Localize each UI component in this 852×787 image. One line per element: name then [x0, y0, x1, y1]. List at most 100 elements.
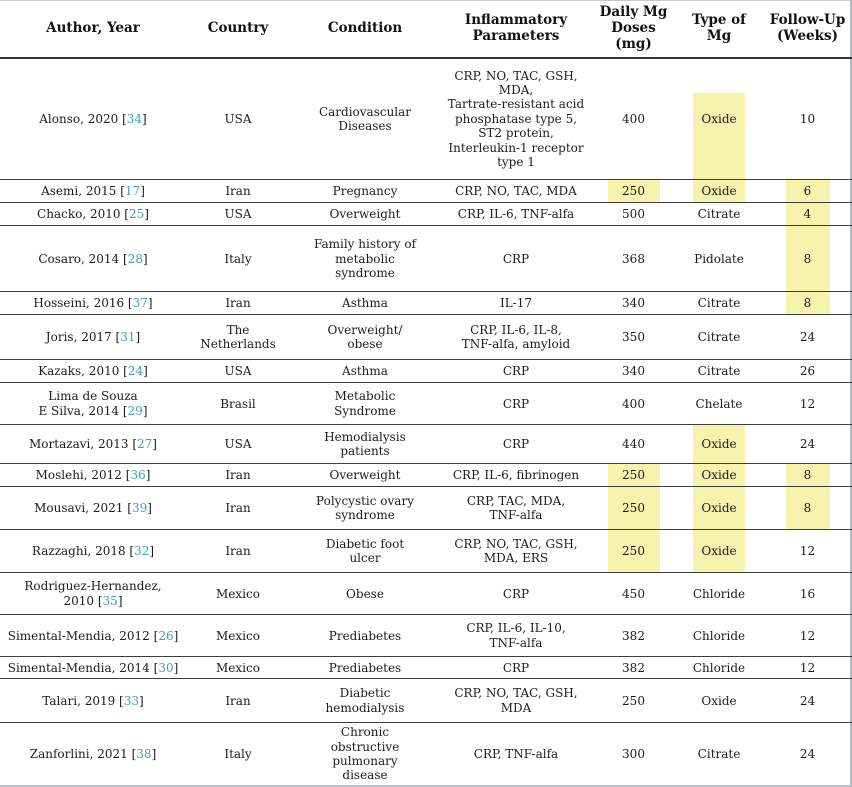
table-row: Lima de Souza E Silva, 2014 [29] Brasil Me… [0, 382, 852, 425]
citation-link[interactable]: 27 [137, 437, 153, 452]
table-row: Kazaks, 2010 [24] USA Asthma CRP 340 Citrate 2… [0, 359, 852, 383]
cell-country: Mexico [186, 572, 290, 615]
cell-type: Citrate [675, 722, 763, 785]
table-row: Mortazavi, 2013 [27] USA Hemodialysis pati… [0, 424, 852, 464]
citation-link[interactable]: 28 [127, 251, 143, 266]
cell-followup: 6 [763, 179, 852, 203]
table-row: Simental-Mendia, 2014 [30] Mexico Prediabe… [0, 656, 852, 679]
table-row: Asemi, 2015 [17] Iran Pregnancy CRP, NO, TA… [0, 179, 852, 203]
citation-link[interactable]: 39 [131, 501, 148, 516]
cell-inflammatory: CRP, NO, TAC, GSH, MDA, ERS [440, 529, 592, 573]
cell-dose: 340 [592, 291, 675, 315]
col-header-followup: Follow-Up (Weeks) [763, 1, 852, 59]
table-body: Alonso, 2020 [34] USA Cardiovascular Disea… [0, 57, 852, 785]
table-row: Razzaghi, 2018 [32] Iran Diabetic foot ulc… [0, 529, 852, 573]
cell-condition: Family history of metabolic syndrome [290, 225, 440, 292]
cell-followup: 24 [763, 722, 852, 785]
cell-dose: 250 [592, 529, 675, 573]
citation-link[interactable]: 32 [134, 544, 150, 559]
citation-link[interactable]: 29 [127, 403, 143, 418]
cell-followup: 8 [763, 225, 852, 292]
cell-type: Chloride [675, 572, 763, 615]
cell-author: Kazaks, 2010 [24] [0, 359, 186, 383]
cell-dose: 400 [622, 111, 645, 126]
cell-type: Oxide [675, 486, 763, 530]
cell-author: Rodriguez-Hernandez, 2010 [35] [0, 572, 186, 615]
cell-inflammatory: CRP, NO, TAC, GSH, MDA, Tartrate-resista… [447, 68, 585, 169]
citation-link[interactable]: 36 [130, 468, 146, 483]
cell-condition: Overweight/ obese [290, 314, 440, 360]
cell-country: Iran [186, 678, 290, 723]
cell-author: Joris, 2017 [31] [0, 314, 186, 360]
cell-dose: 400 [592, 382, 675, 425]
cell-country: Mexico [186, 656, 290, 679]
citation-link[interactable]: 17 [124, 184, 141, 199]
cell-dose: 382 [592, 614, 675, 657]
cell-author: Lima de Souza E Silva, 2014 [29] [0, 382, 186, 425]
cell-author: Chacko, 2010 [25] [0, 202, 186, 226]
cell-dose: 500 [592, 202, 675, 226]
cell-author: Mousavi, 2021 [39] [0, 486, 186, 530]
cell-type: Pidolate [675, 225, 763, 292]
citation-link[interactable]: 24 [127, 364, 144, 379]
cell-author: Mortazavi, 2013 [27] [0, 424, 186, 464]
table-row: Rodriguez-Hernandez, 2010 [35] Mexico Obes… [0, 572, 852, 615]
cell-followup: 12 [763, 614, 852, 657]
cell-type: Chloride [675, 614, 763, 657]
citation-link[interactable]: 31 [120, 330, 136, 345]
cell-condition: Cardiovascular Diseases [318, 104, 412, 134]
cell-type: Oxide [675, 57, 763, 180]
citation-link[interactable]: 33 [123, 693, 140, 708]
cell-type: Chloride [675, 656, 763, 679]
cell-condition: Prediabetes [290, 614, 440, 657]
cell-country: The Netherlands [186, 314, 290, 360]
cell-author: Simental-Mendia, 2012 [26] [0, 614, 186, 657]
cell-condition: Diabetic hemodialysis [290, 678, 440, 723]
cell-condition: Asthma [290, 291, 440, 315]
cell-condition: Overweight [290, 202, 440, 226]
cell-author: Talari, 2019 [33] [0, 678, 186, 723]
cell-inflammatory: CRP [440, 382, 592, 425]
cell-type: Citrate [675, 202, 763, 226]
cell-type: Chelate [675, 382, 763, 425]
citation-link[interactable]: 37 [132, 296, 148, 311]
cell-inflammatory: CRP, IL-6, IL-8, TNF-alfa, amyloid [440, 314, 592, 360]
cell-country: USA [224, 111, 252, 126]
table-row: Alonso, 2020 [34] USA Cardiovascular Disea… [0, 57, 852, 180]
cell-followup: 24 [763, 678, 852, 723]
cell-condition: Obese [290, 572, 440, 615]
cell-followup: 12 [763, 529, 852, 573]
citation-link[interactable]: 30 [158, 660, 174, 675]
cell-followup: 8 [763, 291, 852, 315]
cell-inflammatory: CRP [440, 656, 592, 679]
citation-link[interactable]: 25 [128, 207, 145, 222]
cell-dose: 350 [592, 314, 675, 360]
cell-inflammatory: IL-17 [440, 291, 592, 315]
cell-country: Brasil [186, 382, 290, 425]
citation-link[interactable]: 26 [158, 628, 174, 643]
cell-condition: Chronic obstructive pulmonary disease [290, 722, 440, 785]
cell-inflammatory: CRP [440, 225, 592, 292]
cell-condition: Prediabetes [290, 656, 440, 679]
table-row: Joris, 2017 [31] The Netherlands Overweigh… [0, 314, 852, 360]
table-row: Zanforlini, 2021 [38] Italy Chronic obstru… [0, 722, 852, 785]
cell-country: Iran [186, 463, 290, 487]
cell-inflammatory: CRP [440, 424, 592, 464]
cell-inflammatory: CRP, IL-6, fibrinogen [440, 463, 592, 487]
citation-link[interactable]: 34 [126, 111, 143, 126]
table-row: Moslehi, 2012 [36] Iran Overweight CRP, IL-… [0, 463, 852, 487]
cell-author: Alonso, 2020 [34] [39, 111, 147, 126]
cell-dose: 250 [592, 486, 675, 530]
citation-link[interactable]: 35 [102, 593, 118, 608]
cell-condition: Asthma [290, 359, 440, 383]
citation-link[interactable]: 38 [136, 746, 152, 761]
cell-inflammatory: CRP [440, 359, 592, 383]
header-row: Author, Year Country Condition Inflammat… [0, 1, 852, 59]
cell-followup: 8 [763, 486, 852, 530]
cell-inflammatory: CRP, TNF-alfa [440, 722, 592, 785]
cell-type: Oxide [675, 678, 763, 723]
cell-condition: Pregnancy [290, 179, 440, 203]
cell-country: Italy [186, 722, 290, 785]
